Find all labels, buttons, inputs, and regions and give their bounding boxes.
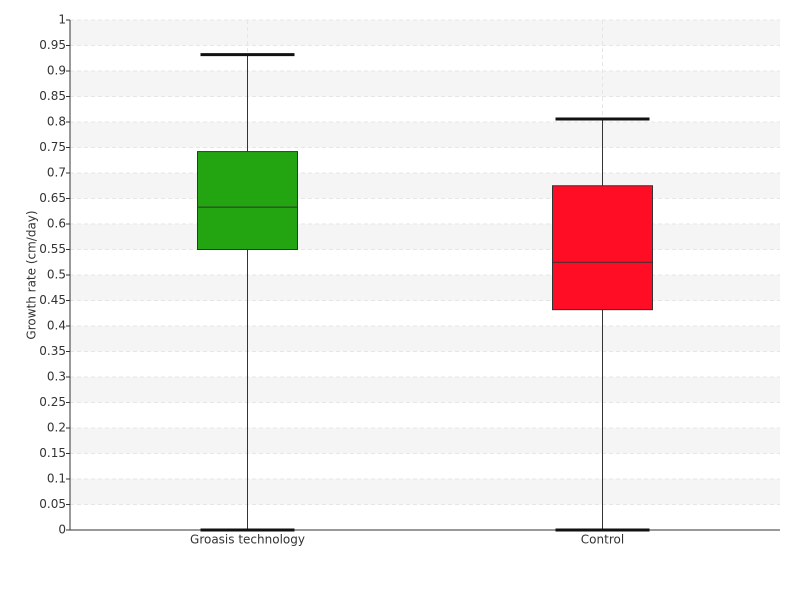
x-tick-label: Groasis technology <box>190 533 305 547</box>
grid-band <box>70 224 780 250</box>
grid-band <box>70 479 780 505</box>
y-tick-label: 0.5 <box>47 268 66 282</box>
y-tick-label: 0.55 <box>39 242 66 256</box>
y-tick-label: 0.25 <box>39 395 66 409</box>
y-tick-label: 0.8 <box>47 115 66 129</box>
box <box>197 151 298 250</box>
grid-band <box>70 71 780 97</box>
y-tick-label: 0.1 <box>47 472 66 486</box>
grid-band <box>70 275 780 301</box>
y-tick-label: 0.7 <box>47 166 66 180</box>
y-tick-label: 0.65 <box>39 191 66 205</box>
y-tick-label: 0.15 <box>39 446 66 460</box>
y-tick-label: 0 <box>58 523 66 537</box>
y-tick-label: 0.75 <box>39 140 66 154</box>
grid-band <box>70 173 780 199</box>
y-tick-label: 0.4 <box>47 319 66 333</box>
x-tick-label: Control <box>581 533 624 547</box>
grid-band <box>70 428 780 454</box>
y-tick-label: 0.45 <box>39 293 66 307</box>
grid-band <box>70 377 780 403</box>
y-tick-label: 0.3 <box>47 370 66 384</box>
y-tick-label: 1 <box>58 13 66 27</box>
box <box>552 185 653 311</box>
grid-band <box>70 326 780 352</box>
grid-band <box>70 122 780 148</box>
grid-band <box>70 20 780 46</box>
y-tick-label: 0.85 <box>39 89 66 103</box>
y-tick-label: 0.05 <box>39 497 66 511</box>
y-tick-label: 0.2 <box>47 421 66 435</box>
y-tick-label: 0.6 <box>47 217 66 231</box>
y-tick-label: 0.35 <box>39 344 66 358</box>
y-axis-label: Growth rate (cm/day) <box>25 210 39 339</box>
y-tick-label: 0.95 <box>39 38 66 52</box>
y-tick-label: 0.9 <box>47 64 66 78</box>
